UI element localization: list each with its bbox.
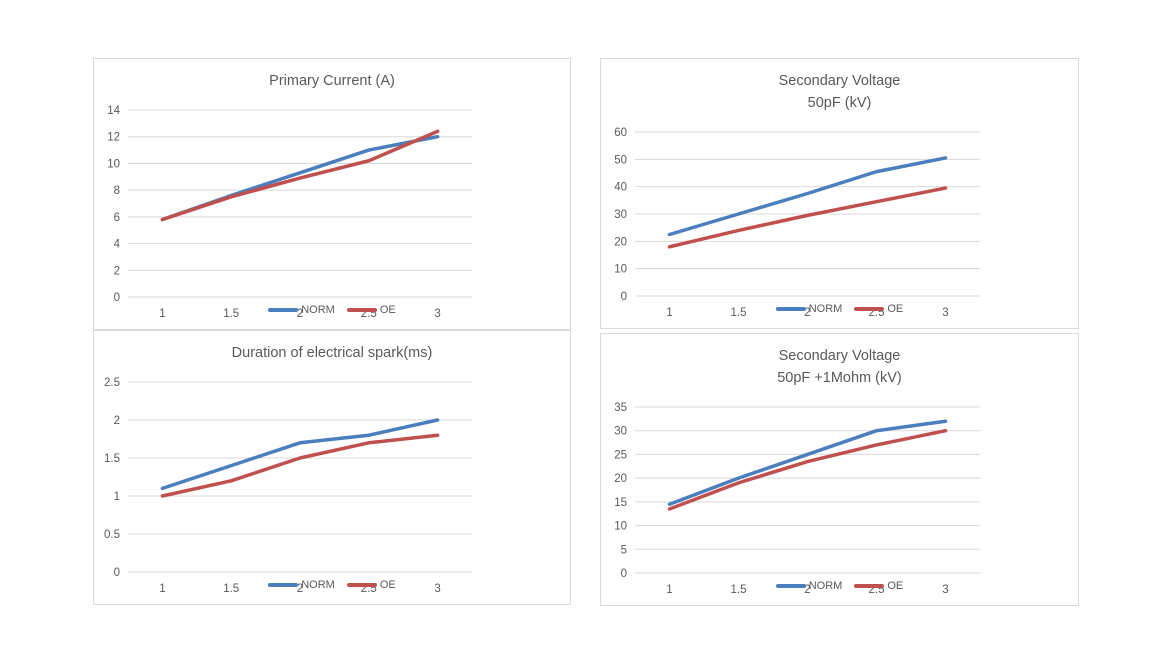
chart-plot-svg: 0 2 4 6 8 10 12 14 1 1.5 2 2.5 3 <box>107 105 472 320</box>
x-tick-label: 2 <box>297 583 303 595</box>
y-tick-label: 60 <box>614 127 627 139</box>
y-tick-label: 2 <box>114 265 120 277</box>
x-tick-label: 3 <box>434 583 440 595</box>
series-line-oe <box>160 433 440 498</box>
y-tick-label: 2.5 <box>104 377 120 389</box>
y-tick-label: 5 <box>621 544 627 556</box>
chart-panel-secondary-voltage-50pf-1mohm: Secondary Voltage 50pF +1Mohm (kV) 0 5 10 15 2… <box>600 333 1079 606</box>
chart-title: Primary Current (A) <box>94 59 570 92</box>
y-tick-label: 12 <box>107 132 120 144</box>
series-line-norm <box>667 419 948 506</box>
y-axis-tick-labels: 0 10 20 30 40 50 60 <box>614 127 627 303</box>
x-tick-label: 2.5 <box>869 307 885 319</box>
y-tick-label: 25 <box>614 449 627 461</box>
x-axis-tick-labels: 1 1.5 2 2.5 3 <box>159 308 441 320</box>
series-line-oe <box>667 428 948 511</box>
gridlines <box>635 406 980 574</box>
y-tick-label: 35 <box>614 402 627 414</box>
y-tick-label: 30 <box>614 426 627 438</box>
x-tick-label: 3 <box>942 584 948 596</box>
chart-plot-svg: 0 0.5 1 1.5 2 2.5 1 1.5 2 2.5 3 <box>104 377 472 595</box>
chart-title: Secondary Voltage 50pF +1Mohm (kV) <box>601 334 1078 389</box>
y-tick-label: 15 <box>614 497 627 509</box>
x-axis-tick-labels: 1 1.5 2 2.5 3 <box>159 583 441 595</box>
y-tick-label: 50 <box>614 154 627 166</box>
x-tick-label: 2.5 <box>869 584 885 596</box>
y-tick-label: 40 <box>614 182 627 194</box>
y-tick-label: 2 <box>114 415 120 427</box>
x-tick-label: 2.5 <box>361 583 377 595</box>
x-tick-label: 2 <box>804 307 810 319</box>
y-axis-tick-labels: 0 0.5 1 1.5 2 2.5 <box>104 377 120 579</box>
y-tick-label: 0.5 <box>104 529 120 541</box>
chart-title: Secondary Voltage 50pF (kV) <box>601 59 1078 114</box>
x-tick-label: 1 <box>159 583 165 595</box>
y-tick-label: 1 <box>114 491 120 503</box>
chart-plot-svg: 0 10 20 30 40 50 60 1 1.5 2 2.5 3 <box>614 127 980 319</box>
chart-panel-primary-current: Primary Current (A) 0 2 4 6 8 10 12 14 1 1.5 2 2.5 3 N… <box>93 58 571 330</box>
x-tick-label: 3 <box>434 308 440 320</box>
chart-title-line: Primary Current (A) <box>269 73 395 89</box>
x-tick-label: 1.5 <box>731 584 747 596</box>
y-tick-label: 4 <box>114 239 121 251</box>
y-tick-label: 6 <box>114 212 120 224</box>
gridlines <box>128 381 472 573</box>
x-tick-label: 2 <box>804 584 810 596</box>
x-tick-label: 3 <box>942 307 948 319</box>
chart-title: Duration of electrical spark(ms) <box>94 331 570 364</box>
y-axis-tick-labels: 0 5 10 15 20 25 30 35 <box>614 402 627 580</box>
x-tick-label: 1 <box>159 308 165 320</box>
x-tick-label: 1.5 <box>223 583 239 595</box>
chart-plot-svg: 0 5 10 15 20 25 30 35 1 1.5 2 2.5 3 <box>614 402 980 596</box>
y-tick-label: 8 <box>114 185 120 197</box>
series-line-norm <box>160 418 440 491</box>
y-tick-label: 20 <box>614 236 627 248</box>
chart-title-line: Secondary Voltage <box>778 73 901 89</box>
y-tick-label: 0 <box>114 567 120 579</box>
chart-title-line: Secondary Voltage <box>778 348 901 364</box>
series-line-norm <box>667 156 948 237</box>
y-axis-tick-labels: 0 2 4 6 8 10 12 14 <box>107 105 120 304</box>
y-tick-label: 10 <box>614 264 627 276</box>
x-tick-label: 1 <box>666 584 672 596</box>
y-tick-label: 10 <box>107 158 120 170</box>
y-tick-label: 0 <box>114 292 120 304</box>
chart-title-line: Duration of electrical spark(ms) <box>231 345 433 361</box>
y-tick-label: 10 <box>614 521 627 533</box>
series-line-oe <box>160 129 440 222</box>
series-line-oe <box>667 186 948 249</box>
gridlines <box>128 109 472 298</box>
chart-panel-secondary-voltage-50pf: Secondary Voltage 50pF (kV) 0 10 20 30 40 50 60 1… <box>600 58 1079 329</box>
x-axis-tick-labels: 1 1.5 2 2.5 3 <box>666 307 948 319</box>
y-tick-label: 0 <box>621 291 627 303</box>
y-tick-label: 14 <box>107 105 120 117</box>
y-tick-label: 30 <box>614 209 627 221</box>
chart-title-line: 50pF +1Mohm (kV) <box>777 370 902 386</box>
y-tick-label: 0 <box>621 568 627 580</box>
chart-panel-spark-duration: Duration of electrical spark(ms) 0 0.5 1 1.5… <box>93 330 571 605</box>
x-tick-label: 1.5 <box>223 308 239 320</box>
x-axis-tick-labels: 1 1.5 2 2.5 3 <box>666 584 948 596</box>
chart-title-line: 50pF (kV) <box>807 95 872 111</box>
x-tick-label: 1.5 <box>731 307 747 319</box>
y-tick-label: 20 <box>614 473 627 485</box>
x-tick-label: 2 <box>297 308 303 320</box>
y-tick-label: 1.5 <box>104 453 120 465</box>
x-tick-label: 1 <box>666 307 672 319</box>
x-tick-label: 2.5 <box>361 308 377 320</box>
